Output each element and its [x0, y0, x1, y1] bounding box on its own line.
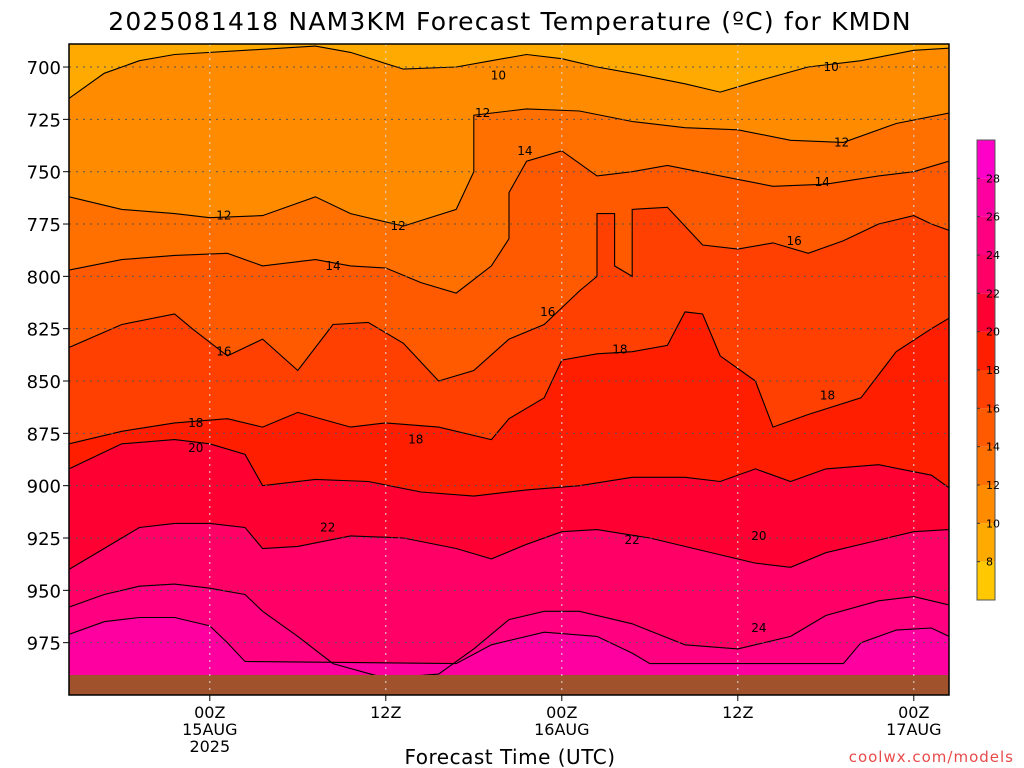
contour-line-18: [69, 311, 949, 445]
colorbar-tick-label: 8: [986, 556, 993, 569]
y-tick-label: 925: [27, 529, 61, 550]
colorbar-swatch-28: [977, 140, 995, 179]
plot-frame: [68, 43, 950, 696]
colorbar-swatch-20: [977, 293, 995, 332]
y-tick-label: 750: [27, 163, 61, 184]
x-tick-label: 15AUG: [182, 720, 237, 739]
colorbar-tick-label: 26: [986, 211, 1000, 224]
contour-label: 12: [834, 135, 849, 149]
contour-label: 12: [475, 106, 490, 120]
contour-line-10: [69, 45, 949, 99]
contour-label: 12: [216, 209, 231, 223]
contour-label: 16: [540, 305, 555, 319]
contour-label: 12: [390, 219, 405, 233]
contour-label: 18: [820, 389, 835, 403]
y-tick-label: 775: [27, 215, 61, 236]
contour-line-14: [69, 150, 949, 294]
colorbar: 8 10 12 14 16 18 20 22 24 26 28: [976, 139, 1000, 601]
colorbar-tick-label: 22: [986, 287, 1000, 300]
y-tick-label: 725: [27, 110, 61, 131]
plot-area: 10 10 12 12 12 12 14 14 14 16 16 16 18 18 18 18 20 20 22 22…: [68, 43, 950, 696]
colorbar-swatch-16: [977, 370, 995, 409]
contour-label: 24: [751, 621, 766, 635]
contour-line-12: [69, 108, 949, 227]
y-tick-label: 800: [27, 267, 61, 288]
contour-label: 16: [786, 234, 801, 248]
colorbar-swatch-8: [977, 523, 995, 562]
colorbar-swatch-12: [977, 446, 995, 485]
colorbar-tick-label: 16: [986, 402, 1000, 415]
x-tick-label: 00Z: [194, 703, 225, 722]
y-tick-label: 825: [27, 320, 61, 341]
colorbar-tick-label: 12: [986, 479, 1000, 492]
x-axis-label: Forecast Time (UTC): [404, 745, 615, 768]
contour-line-16: [69, 206, 949, 382]
contour-label: 20: [751, 529, 766, 543]
contour-line-24: [69, 583, 949, 679]
contour-label: 10: [491, 68, 506, 82]
x-tick-label: 00Z: [546, 703, 577, 722]
colorbar-swatch-24: [977, 216, 995, 255]
x-tick-label: 12Z: [722, 703, 753, 722]
y-tick-label: 900: [27, 477, 61, 498]
axes: 70072575077580082585087590092595097500Z1…: [27, 58, 942, 756]
y-tick-label: 850: [27, 372, 61, 393]
colorbar-tick-label: 14: [986, 441, 1000, 454]
x-tick-label: 2025: [189, 737, 230, 756]
y-tick-label: 700: [27, 58, 61, 79]
colorbar-swatch-18: [977, 331, 995, 370]
colorbar-swatch-6: [977, 561, 995, 600]
contour-line-22: [69, 522, 949, 570]
credit-link[interactable]: coolwx.com/models: [849, 748, 1014, 766]
colorbar-swatch-26: [977, 178, 995, 217]
colorbar-swatch-22: [977, 255, 995, 294]
contour-line-20: [69, 439, 949, 497]
x-tick-label: 12Z: [370, 703, 401, 722]
temperature-field: 10 10 12 12 12 12 14 14 14 16 16 16 18 18 18 18 20 20 22 22…: [69, 44, 949, 695]
ground-surface: [69, 675, 949, 695]
contour-line-26: [69, 616, 949, 665]
contour-label: 14: [517, 144, 532, 158]
colorbar-tick-label: 24: [986, 249, 1000, 262]
x-tick-label: 00Z: [898, 703, 929, 722]
contour-label: 10: [823, 60, 838, 74]
x-tick-label: 16AUG: [534, 720, 589, 739]
colorbar-tick-label: 28: [986, 172, 1000, 185]
contour-label: 18: [188, 416, 203, 430]
colorbar-swatch-14: [977, 408, 995, 447]
contour-label: 14: [325, 259, 340, 273]
contour-label: 18: [612, 343, 627, 357]
contour-label: 18: [408, 433, 423, 447]
y-tick-label: 875: [27, 424, 61, 445]
colorbar-tick-label: 18: [986, 364, 1000, 377]
contour-label: 20: [188, 441, 203, 455]
colorbar-tick-label: 20: [986, 326, 1000, 339]
y-tick-label: 950: [27, 581, 61, 602]
y-tick-label: 975: [27, 634, 61, 655]
colorbar-tick-label: 10: [986, 517, 1000, 530]
contour-label: 22: [320, 521, 335, 535]
x-tick-label: 17AUG: [886, 720, 941, 739]
colorbar-swatch-10: [977, 485, 995, 524]
contour-label: 16: [216, 345, 231, 359]
chart-title: 2025081418 NAM3KM Forecast Temperature (…: [108, 7, 912, 36]
contour-label: 14: [815, 175, 830, 189]
contour-label: 22: [625, 533, 640, 547]
